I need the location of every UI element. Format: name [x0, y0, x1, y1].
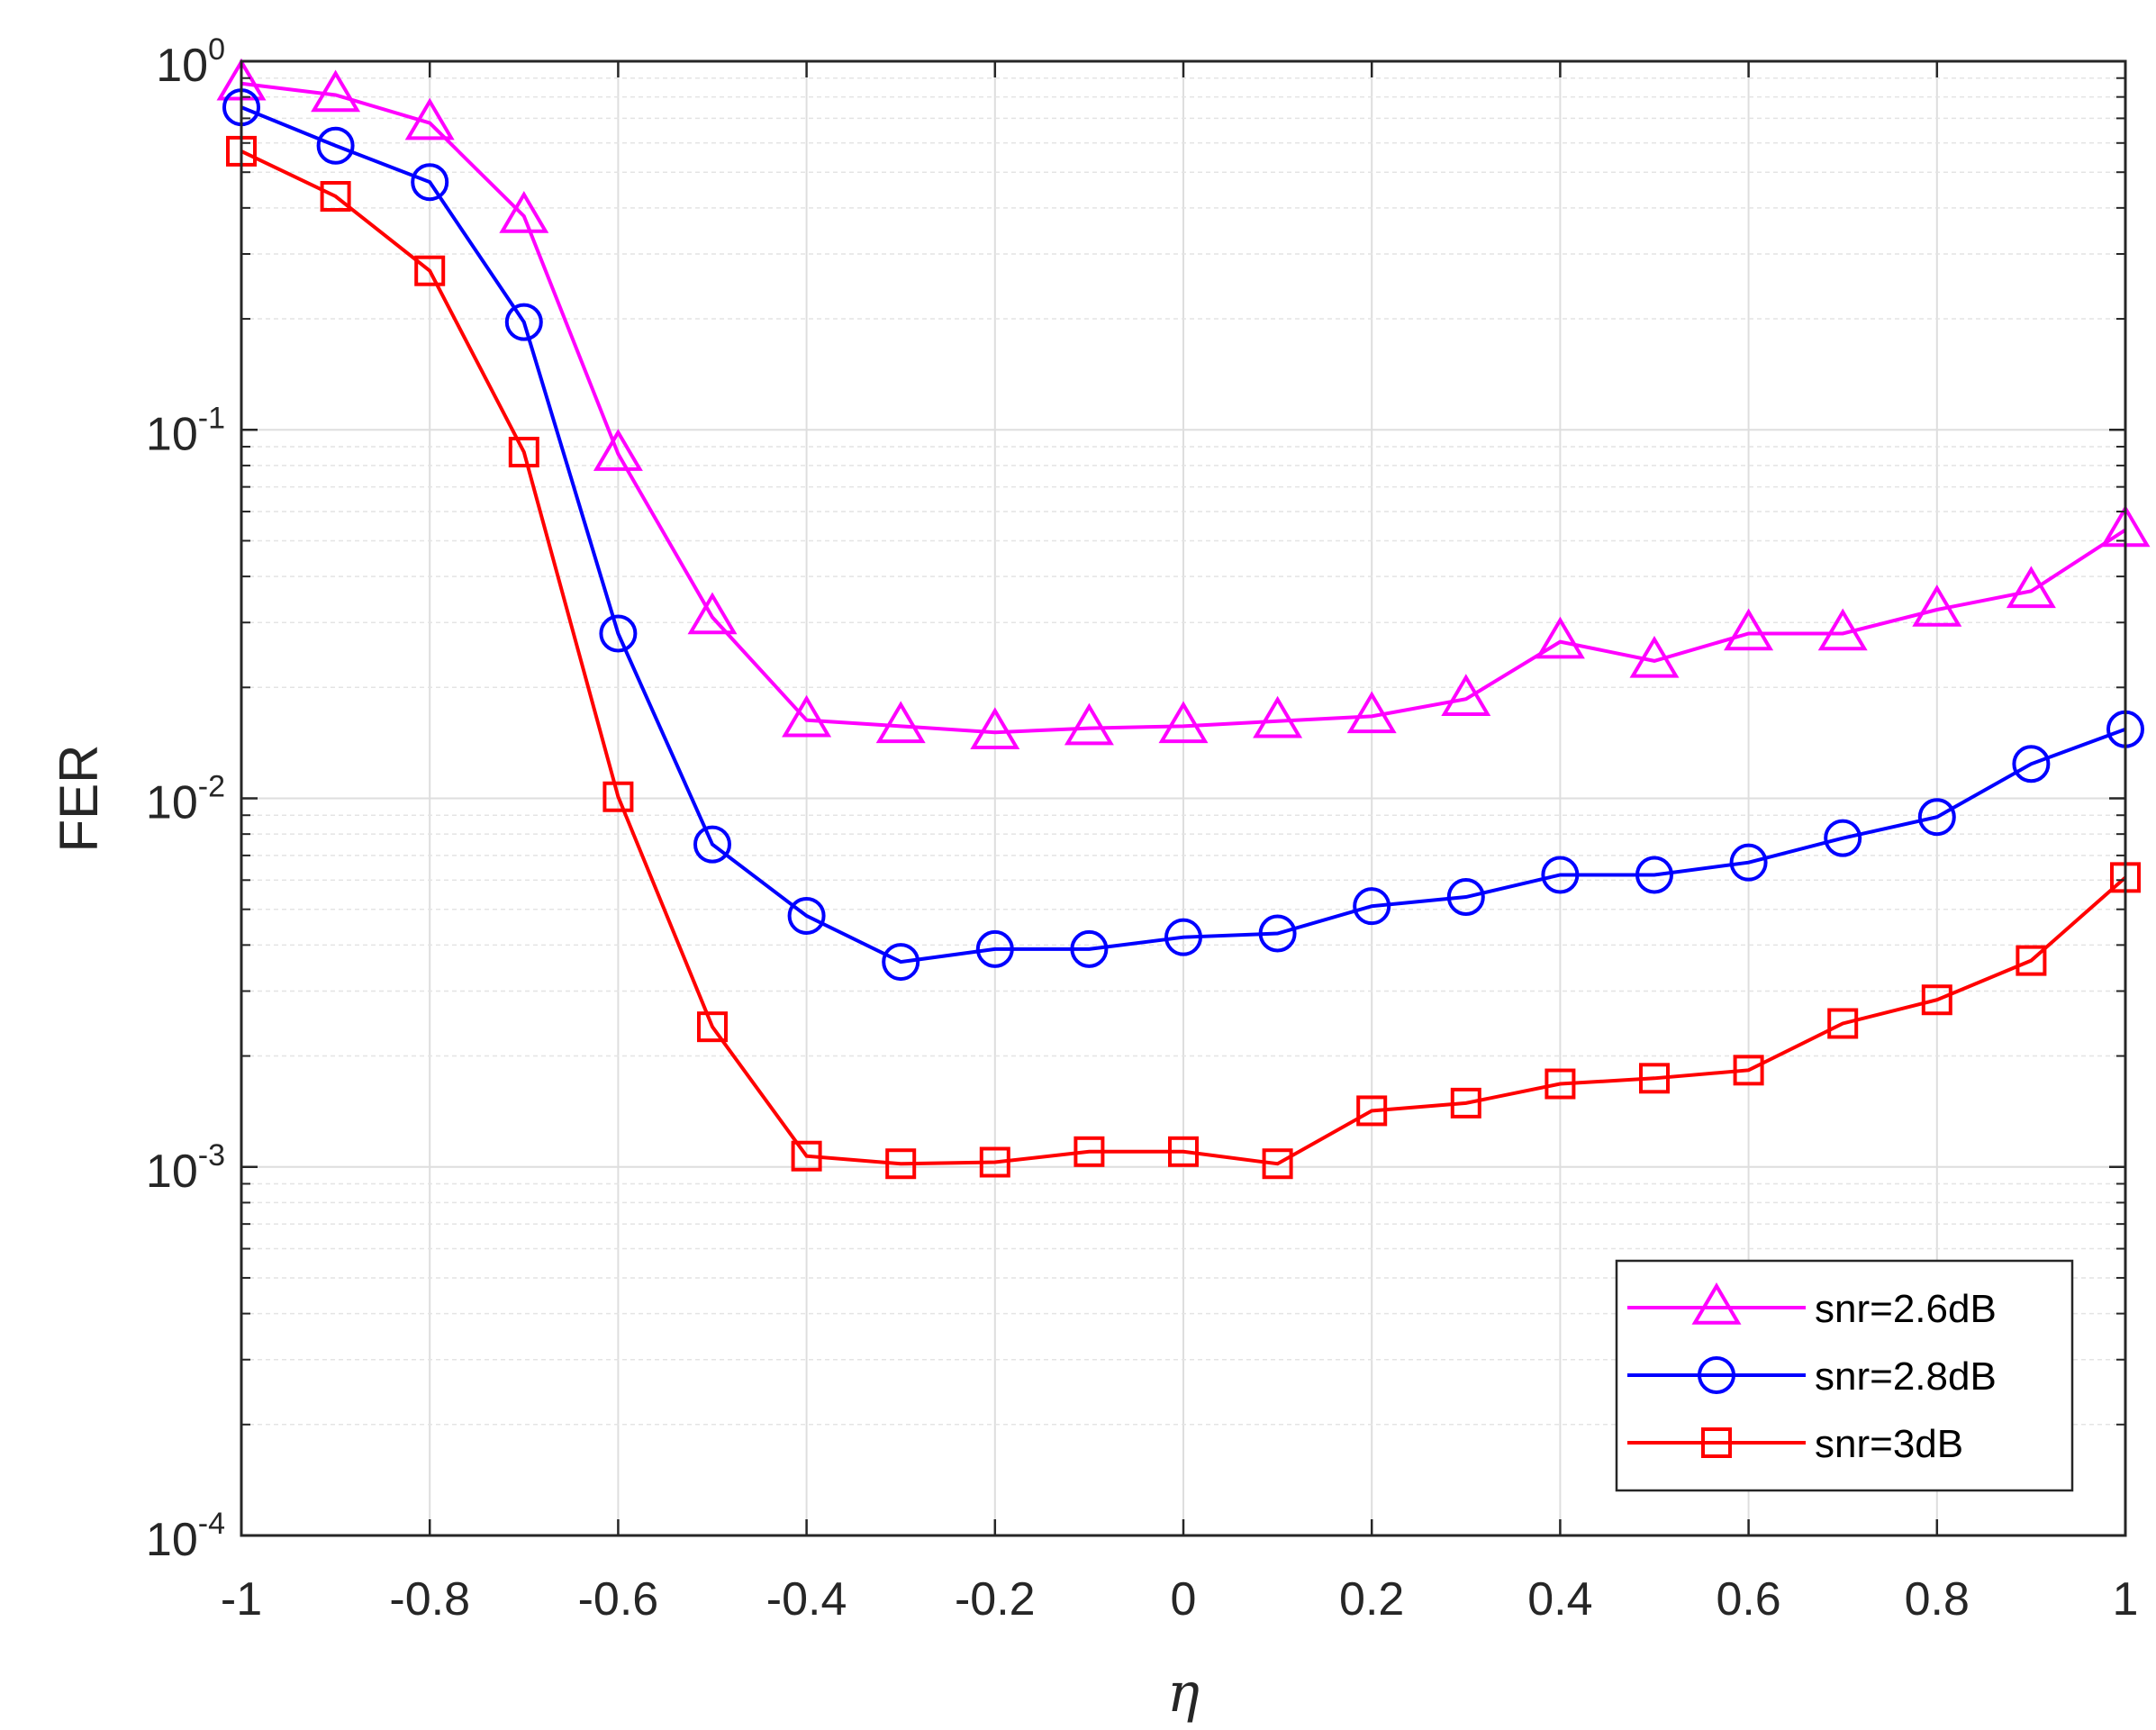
data-point-triangle — [1064, 702, 1114, 746]
x-tick-label: 0.8 — [1905, 1573, 1970, 1626]
data-point-circle — [1258, 914, 1297, 953]
data-point-circle — [1729, 843, 1768, 882]
legend-label: snr=3dB — [1815, 1422, 1963, 1466]
data-point-square — [697, 1011, 728, 1043]
data-point-triangle — [1724, 608, 1774, 651]
data-point-square — [508, 437, 539, 468]
data-point-triangle — [1535, 616, 1585, 659]
data-point-square — [979, 1146, 1010, 1178]
data-point-circle — [1070, 929, 1109, 968]
x-tick-label: -0.6 — [578, 1573, 659, 1626]
data-point-square — [1262, 1148, 1293, 1180]
y-tick-label: 10-4 — [146, 1507, 225, 1566]
x-tick-label: 1 — [2113, 1573, 2139, 1626]
data-point-triangle — [311, 69, 361, 113]
data-point-circle — [1353, 887, 1391, 926]
data-point-square — [791, 1140, 822, 1172]
x-tick-label: -0.4 — [766, 1573, 847, 1626]
data-point-circle — [411, 163, 449, 202]
x-tick-label: 0 — [1171, 1573, 1197, 1626]
axis-ticks: -1 -0.8 -0.6 -0.4 -0.2 0 0.2 0.4 0.6 0.8 1 100 10-1 1… — [146, 32, 2139, 1626]
data-point-circle — [882, 943, 920, 982]
data-point-circle — [2012, 745, 2051, 783]
data-point-square — [885, 1148, 917, 1180]
data-point-circle — [1446, 878, 1485, 917]
x-axis-label: η — [1167, 1662, 1200, 1725]
data-point-circle — [693, 825, 731, 864]
series-triangle — [216, 58, 2151, 750]
x-tick-label: 0.2 — [1339, 1573, 1404, 1626]
data-point-triangle — [1441, 674, 1491, 717]
data-point-square — [602, 781, 634, 812]
y-tick-label: 10-1 — [146, 401, 225, 460]
data-point-triangle — [1158, 701, 1209, 744]
data-point-square — [1356, 1095, 1388, 1127]
data-point-triangle — [875, 701, 926, 744]
series-layer — [216, 58, 2151, 1180]
data-point-circle — [1635, 856, 1673, 894]
data-point-triangle — [970, 707, 1020, 750]
data-point-square — [1545, 1068, 1576, 1100]
data-point-triangle — [687, 592, 738, 635]
x-tick-label: -0.2 — [955, 1573, 1036, 1626]
legend-entry: snr=2.6dB — [1627, 1282, 1997, 1331]
legend-entry: snr=3dB — [1627, 1422, 1963, 1466]
data-point-square — [1168, 1136, 1199, 1167]
legend-entry: snr=2.8dB — [1627, 1354, 1997, 1399]
data-point-triangle — [2006, 566, 2056, 609]
data-point-circle — [316, 126, 355, 165]
x-tick-label: -1 — [221, 1573, 262, 1626]
series-line — [240, 105, 2126, 965]
data-point-circle — [975, 929, 1014, 968]
data-point-square — [1450, 1087, 1481, 1119]
data-point-square — [1733, 1055, 1764, 1086]
x-tick-label: -0.8 — [389, 1573, 470, 1626]
legend: snr=2.6dB snr=2.8dB snr=3dB — [1615, 1259, 2074, 1492]
data-point-triangle — [593, 429, 643, 471]
x-tick-label: 0.6 — [1716, 1573, 1780, 1626]
data-point-triangle — [1817, 608, 1868, 651]
legend-label: snr=2.6dB — [1815, 1287, 1997, 1331]
data-point-circle — [1917, 798, 1956, 837]
legend-swatch-marker — [1701, 1427, 1732, 1458]
data-point-square — [2016, 945, 2047, 976]
legend-label: snr=2.8dB — [1815, 1354, 1997, 1399]
y-tick-label: 10-3 — [146, 1138, 225, 1198]
x-tick-label: 0.4 — [1527, 1573, 1592, 1626]
data-point-square — [1073, 1136, 1105, 1167]
legend-swatch-marker — [1691, 1282, 1742, 1325]
y-tick-label: 10-2 — [146, 770, 225, 829]
data-point-circle — [1824, 819, 1862, 857]
data-point-circle — [1541, 856, 1580, 894]
data-point-triangle — [782, 694, 832, 738]
data-point-square — [1921, 984, 1952, 1016]
data-point-square — [1827, 1008, 1859, 1039]
data-point-triangle — [1346, 691, 1397, 734]
series-line — [240, 149, 2127, 1166]
y-axis-label: FER — [49, 745, 109, 853]
series-line — [240, 81, 2127, 735]
series-circle — [222, 88, 2144, 982]
data-point-triangle — [404, 97, 455, 140]
legend-swatch-marker — [1698, 1356, 1735, 1394]
data-point-triangle — [1253, 695, 1303, 738]
data-point-triangle — [1912, 584, 1962, 627]
data-point-circle — [787, 896, 826, 935]
data-point-triangle — [499, 191, 549, 233]
data-point-circle — [599, 614, 638, 653]
data-point-square — [414, 255, 446, 286]
y-tick-label: 100 — [156, 32, 225, 92]
data-point-triangle — [1629, 635, 1680, 678]
data-point-square — [1639, 1063, 1670, 1094]
data-point-circle — [1164, 918, 1202, 956]
data-point-circle — [504, 303, 543, 341]
data-point-square — [320, 181, 351, 213]
